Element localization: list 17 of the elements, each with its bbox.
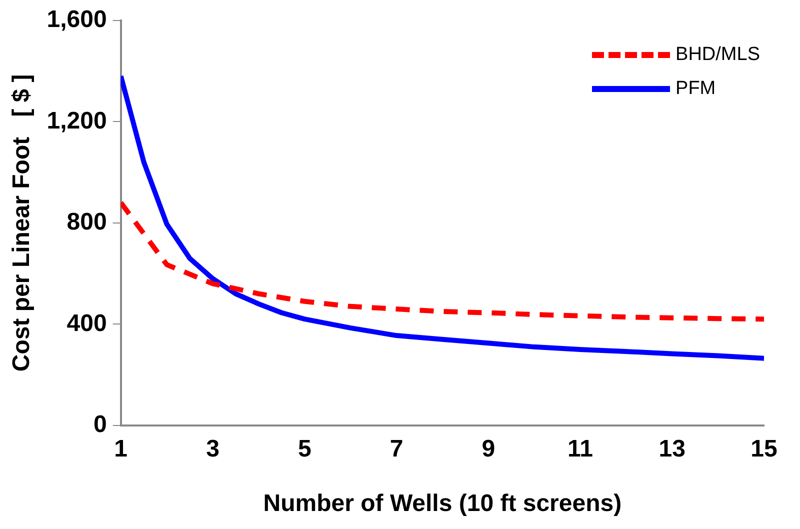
- legend-label: PFM: [676, 78, 716, 100]
- x-tick-label: 7: [390, 435, 404, 462]
- x-tick-label: 3: [206, 435, 220, 462]
- x-tick-label: 11: [568, 435, 593, 462]
- y-tick-label: 800: [66, 208, 107, 236]
- x-tick-label: 13: [658, 435, 686, 462]
- x-tick-label: 5: [298, 435, 312, 462]
- y-axis-title: Cost per Linear Foot [ $ ]: [8, 74, 36, 372]
- y-tick-label: 1,600: [46, 6, 107, 34]
- x-axis-title: Number of Wells (10 ft screens): [263, 490, 622, 518]
- y-tick-label: 400: [66, 310, 107, 337]
- x-tick-label: 1: [114, 435, 128, 462]
- y-tick-label: 1,200: [46, 107, 107, 134]
- y-tick-label: 0: [94, 411, 107, 438]
- legend-label: BHD/MLS: [676, 44, 760, 66]
- x-tick-label: 9: [482, 435, 496, 462]
- x-tick-label: 15: [750, 435, 778, 462]
